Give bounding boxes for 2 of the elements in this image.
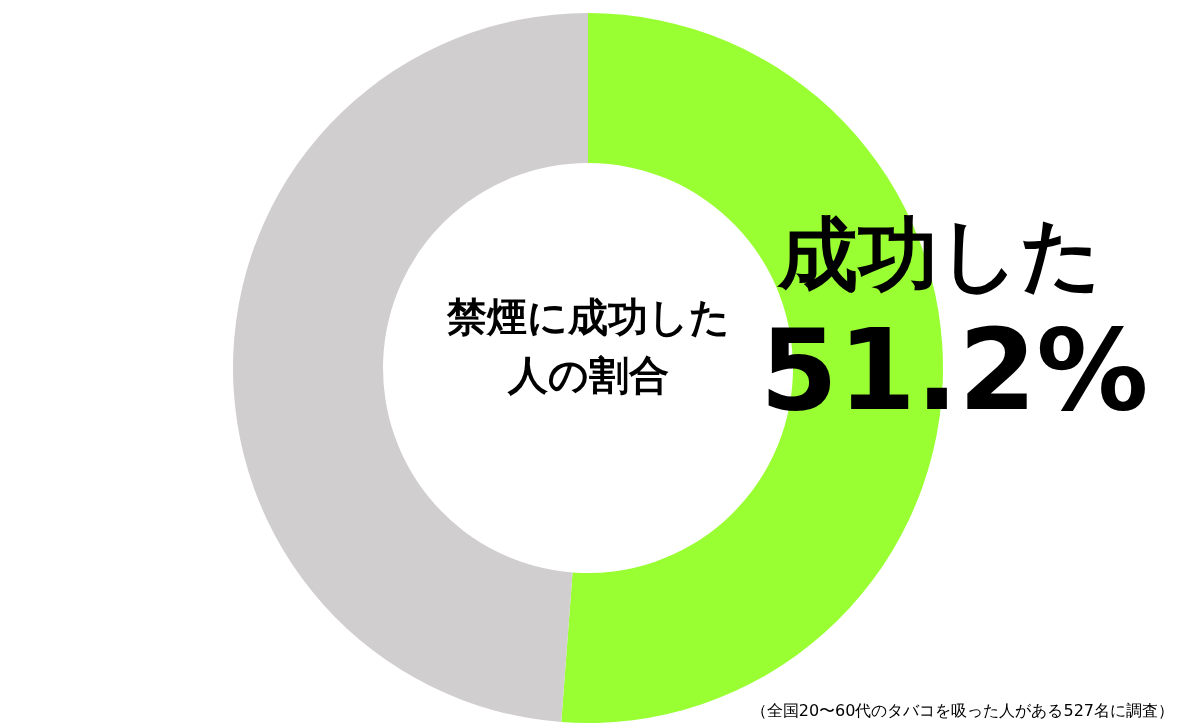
text: （全国20〜60代のタバコを吸った人がある527名に調査） [750, 701, 1174, 722]
text: 禁煙に成功した人の割合 [446, 294, 730, 398]
